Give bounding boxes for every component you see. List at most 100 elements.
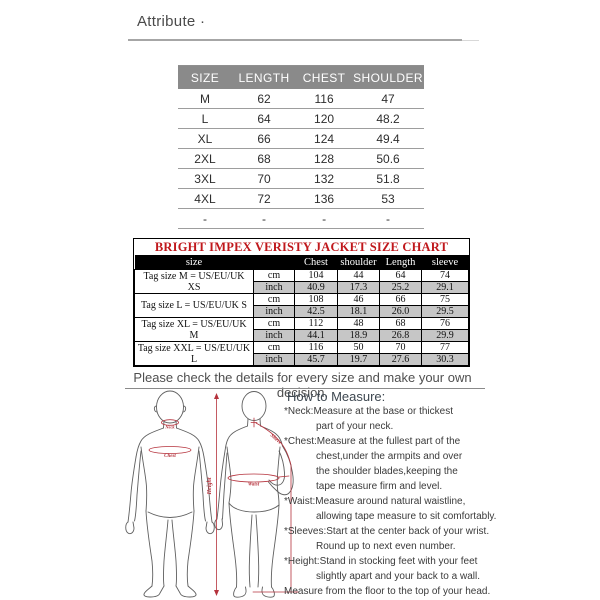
cell: 27.6: [379, 353, 422, 366]
table-row: inch 44.1 18.9 26.8 29.9: [135, 329, 469, 342]
cell: -: [296, 208, 353, 229]
table-row: Tag size XL = US/EU/UK M cm 112 48 68 76: [134, 317, 469, 342]
tag-size-label: Tag size L = US/EU/UK S: [134, 293, 254, 318]
table-row: M 62 116 47: [178, 89, 424, 109]
cell: 45.7: [294, 353, 338, 366]
cell: 77: [421, 341, 469, 354]
measure-line: Round up to next even number.: [316, 541, 456, 552]
cell: 128: [296, 148, 353, 169]
cell: 40.9: [294, 281, 338, 294]
jacket-size-chart: BRIGHT IMPEX VERISTY JACKET SIZE CHART s…: [133, 238, 470, 367]
unit-cell: inch: [253, 353, 295, 366]
cell: 26.0: [379, 305, 422, 318]
measure-line: the shoulder blades,keeping the: [316, 466, 458, 477]
table-row: L 64 120 48.2: [178, 108, 424, 129]
measure-line: part of your neck.: [316, 421, 394, 432]
table-row: Tag size M = US/EU/UK XS cm 104 44 64 74: [134, 269, 469, 294]
tag-size-label: Tag size XL = US/EU/UK M: [134, 317, 254, 342]
cell: 29.1: [421, 281, 469, 294]
table-row: 2XL 68 128 50.6: [178, 148, 424, 169]
unit-cell: cm: [253, 341, 295, 354]
cell: 19.7: [337, 353, 380, 366]
table-row: Tag size L = US/EU/UK S cm 108 46 66 75: [134, 293, 469, 318]
cell: XL: [178, 128, 232, 149]
jacket-header-length: Length: [379, 255, 422, 270]
measure-line: *Sleeves:Start at the center back of you…: [284, 526, 490, 537]
cell: 68: [231, 148, 297, 169]
measure-line: *Height:Stand in stocking feet with your…: [284, 556, 478, 567]
measure-line: tape measure firm and level.: [316, 481, 443, 492]
table-row: XL 66 124 49.4: [178, 128, 424, 149]
tag-size-label: Tag size M = US/EU/UK XS: [134, 269, 254, 294]
cell: 51.8: [352, 168, 424, 189]
cell: 18.1: [337, 305, 380, 318]
cell: 17.3: [337, 281, 380, 294]
cell: 25.2: [379, 281, 422, 294]
table-row: Tag size XXL = US/EU/UK L cm 116 50 70 7…: [134, 341, 469, 366]
cell: 64: [379, 269, 422, 282]
cell: 132: [296, 168, 353, 189]
measure-line: *Chest:Measure at the fullest part of th…: [284, 436, 461, 447]
cell: 2XL: [178, 148, 232, 169]
cell: 68: [379, 317, 422, 330]
cell: 116: [294, 341, 338, 354]
table-row: - - - -: [178, 208, 424, 229]
cell: 116: [296, 89, 353, 109]
measure-line: *Neck:Measure at the base or thickest: [284, 406, 453, 417]
unit-cell: cm: [253, 269, 295, 282]
cell: 50.6: [352, 148, 424, 169]
cell: -: [231, 208, 297, 229]
section-divider-light: [462, 40, 479, 41]
measure-line: *Waist:Measure around natural waistline,: [284, 496, 466, 507]
jacket-header-size: size: [134, 255, 254, 270]
unit-cell: inch: [253, 305, 295, 318]
cell: 76: [421, 317, 469, 330]
cell: 47: [352, 89, 424, 109]
unit-cell: inch: [253, 281, 295, 294]
cell: 136: [296, 188, 353, 209]
cell: 18.9: [337, 329, 380, 342]
cell: 48: [337, 317, 380, 330]
cell: 70: [231, 168, 297, 189]
jacket-chart-header-row: size Chest shoulder Length sleeve: [134, 255, 469, 270]
cell: 3XL: [178, 168, 232, 189]
cell: 29.5: [421, 305, 469, 318]
cell: 72: [231, 188, 297, 209]
section-divider: [128, 39, 462, 41]
cell: 29.9: [421, 329, 469, 342]
jacket-header-shoulder: shoulder: [337, 255, 380, 270]
size-table-header-size: SIZE: [178, 65, 232, 89]
cell: 48.2: [352, 108, 424, 129]
size-table-header-row: SIZE LENGTH CHEST SHOULDER: [178, 65, 424, 89]
measure-line: slightly apart and your back to a wall.: [316, 571, 480, 582]
cell: 53: [352, 188, 424, 209]
unit-cell: cm: [253, 317, 295, 330]
cell: 49.4: [352, 128, 424, 149]
measure-figure: Neck Chest Waist Height Sleeve: [125, 390, 299, 598]
chest-label: Chest: [164, 454, 176, 459]
measure-line: Measure from the floor to the top of you…: [284, 586, 491, 597]
measure-line: chest,under the armpits and over: [316, 451, 463, 462]
cell: -: [178, 208, 232, 229]
section-title: Attribute ·: [137, 13, 206, 30]
jacket-chart-title: BRIGHT IMPEX VERISTY JACKET SIZE CHART: [154, 240, 449, 254]
cell: 4XL: [178, 188, 232, 209]
cell: 108: [294, 293, 338, 306]
table-row: inch 42.5 18.1 26.0 29.5: [135, 305, 469, 318]
cell: 26.8: [379, 329, 422, 342]
cell: 66: [379, 293, 422, 306]
cell: 66: [231, 128, 297, 149]
unit-cell: cm: [253, 293, 295, 306]
cell: 30.3: [421, 353, 469, 366]
cell: 44: [337, 269, 380, 282]
tag-size-label: Tag size XXL = US/EU/UK L: [134, 341, 254, 366]
cell: 46: [337, 293, 380, 306]
cell: 104: [294, 269, 338, 282]
measure-line: allowing tape measure to sit comfortably…: [316, 511, 497, 522]
jacket-header-unit: [253, 255, 295, 270]
table-row: inch 45.7 19.7 27.6 30.3: [135, 353, 469, 366]
size-table-header-chest: CHEST: [296, 65, 353, 89]
jacket-chart-table: size Chest shoulder Length sleeve Tag si…: [134, 255, 469, 366]
cell: 70: [379, 341, 422, 354]
cell: 124: [296, 128, 353, 149]
